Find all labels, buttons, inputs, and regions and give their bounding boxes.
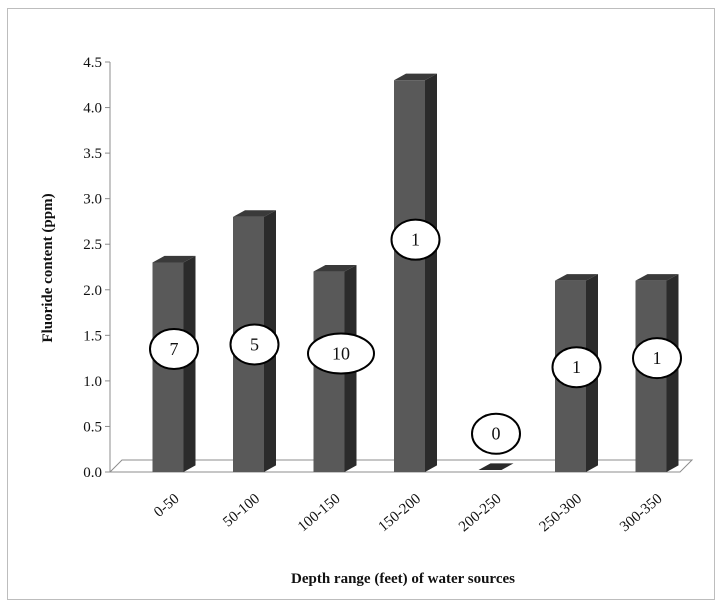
y-tick-label: 0.5 bbox=[83, 419, 102, 435]
annotation-ellipse bbox=[307, 332, 375, 375]
y-axis-title: Fluoride content (ppm) bbox=[40, 193, 56, 342]
annotation-label: 1 bbox=[411, 230, 420, 250]
y-tick-label: 2.5 bbox=[83, 237, 102, 253]
count-annotation: 0 bbox=[471, 412, 521, 455]
annotation-ellipse bbox=[229, 323, 280, 366]
count-annotation: 5 bbox=[229, 323, 280, 366]
bar bbox=[394, 73, 437, 472]
bar-top bbox=[555, 274, 598, 281]
bar bbox=[478, 463, 514, 470]
y-tick-label: 4.0 bbox=[83, 101, 102, 117]
x-tick-label: 200-250 bbox=[456, 491, 505, 535]
annotation-ellipse bbox=[551, 346, 602, 389]
bars bbox=[152, 73, 679, 473]
bar-front bbox=[394, 80, 425, 472]
annotation-label: 7 bbox=[170, 339, 179, 359]
y-tick-label: 1.0 bbox=[83, 374, 102, 390]
x-tick-label: 150-200 bbox=[375, 491, 424, 535]
annotation-ellipse bbox=[149, 328, 199, 370]
x-tick-label: 250-300 bbox=[536, 491, 585, 535]
annotation-label: 1 bbox=[653, 348, 662, 368]
y-tick-label: 0.0 bbox=[83, 465, 102, 481]
x-tick-label: 50-100 bbox=[220, 491, 263, 531]
bar-top bbox=[635, 274, 679, 281]
x-axis-title: Depth range (feet) of water sources bbox=[291, 571, 515, 587]
bar-top bbox=[313, 264, 357, 272]
y-tick-label: 3.5 bbox=[83, 146, 102, 162]
annotation-ellipse bbox=[390, 218, 441, 261]
y-tick-label: 1.5 bbox=[83, 328, 102, 344]
y-tick-label: 4.5 bbox=[83, 55, 102, 71]
x-tick-label: 300-350 bbox=[617, 491, 666, 535]
annotation-ellipse bbox=[632, 337, 682, 380]
annotation-label: 0 bbox=[492, 424, 501, 444]
annotation-label: 10 bbox=[332, 344, 350, 364]
count-annotation: 1 bbox=[390, 218, 441, 261]
y-tick-label: 2.0 bbox=[83, 283, 102, 299]
count-annotation: 1 bbox=[632, 337, 682, 380]
x-tick-label: 0-50 bbox=[151, 491, 182, 521]
bar-side bbox=[425, 73, 437, 472]
bar-top bbox=[233, 210, 276, 217]
count-annotation: 1 bbox=[551, 346, 602, 389]
count-annotation: 10 bbox=[307, 332, 375, 375]
bar-top bbox=[152, 255, 196, 263]
x-tick-label: 100-150 bbox=[295, 491, 344, 535]
y-tick-label: 3.0 bbox=[83, 192, 102, 208]
bar-top bbox=[394, 73, 437, 81]
bar-flat bbox=[478, 463, 514, 470]
annotation-label: 1 bbox=[572, 357, 581, 377]
annotation-ellipse bbox=[471, 412, 521, 455]
annotation-label: 5 bbox=[250, 334, 259, 354]
count-annotation: 7 bbox=[149, 328, 199, 370]
